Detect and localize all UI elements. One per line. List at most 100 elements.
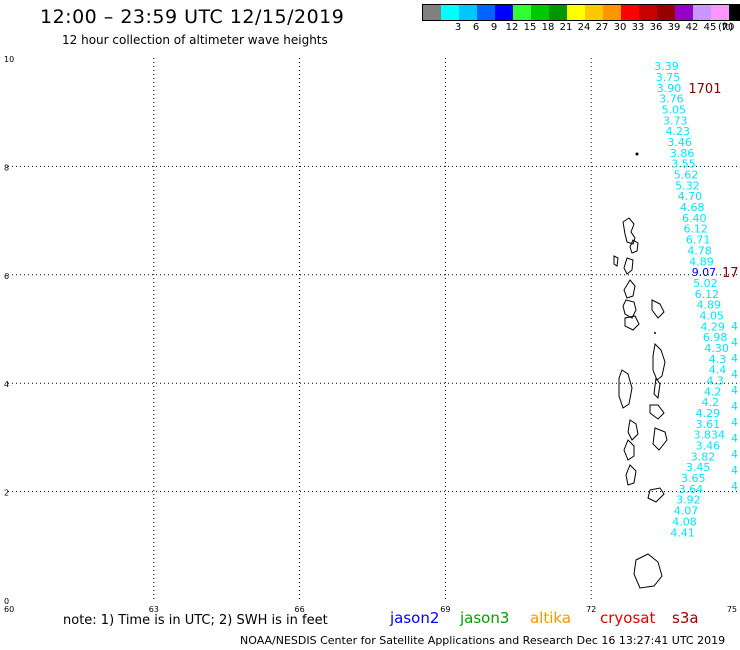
- coastline: [649, 404, 665, 420]
- coastline: [623, 439, 635, 461]
- coastline: [622, 217, 636, 245]
- wave-height-label: 4: [731, 464, 738, 477]
- wave-height-label: 4.89: [689, 255, 714, 268]
- wave-height-label: 4.89: [697, 299, 722, 312]
- legend-swatch: [495, 5, 513, 20]
- coastline: [613, 255, 619, 267]
- wave-height-label: 5.62: [674, 169, 699, 182]
- wave-height-label: 6.12: [695, 288, 720, 301]
- coastline: [652, 427, 668, 451]
- legend-label: 70: [721, 22, 735, 33]
- coastline: [625, 464, 637, 486]
- legend-swatch: [729, 5, 740, 20]
- wave-height-label: 3.64: [679, 483, 704, 496]
- legend-swatch: [693, 5, 711, 20]
- wave-height-label: 4: [731, 448, 738, 461]
- wave-height-label: 5.32: [675, 179, 700, 192]
- legend-swatch: [567, 5, 585, 20]
- wave-height-label: 5.05: [662, 103, 687, 116]
- legend-label: 12: [505, 22, 519, 33]
- y-tick-label: 10: [4, 55, 14, 64]
- legend-label: 24: [577, 22, 591, 33]
- y-tick-label: 2: [4, 489, 9, 498]
- legend-label: 39: [667, 22, 681, 33]
- x-tick-label: 66: [295, 605, 305, 614]
- wave-height-label: 3.61: [696, 418, 721, 431]
- wave-height-label: 6.40: [682, 212, 707, 225]
- legend-swatch: [459, 5, 477, 20]
- legend-label: 42: [685, 22, 699, 33]
- wave-height-label: 3.46: [696, 440, 721, 453]
- footnote: note: 1) Time is in UTC; 2) SWH is in fe…: [63, 613, 328, 628]
- wave-height-label: 4: [731, 416, 738, 429]
- x-tick-label: 60: [4, 605, 14, 614]
- wave-height-label: 3.82: [691, 450, 716, 463]
- satellite-jason2: jason2: [390, 609, 440, 627]
- x-tick-label: 69: [440, 605, 450, 614]
- wave-height-label: 4.78: [687, 244, 712, 257]
- legend-label: 18: [541, 22, 555, 33]
- wave-height-label: 4.4: [709, 364, 727, 377]
- legend-swatch: [531, 5, 549, 20]
- legend-swatch: [657, 5, 675, 20]
- wave-height-label: 4: [731, 368, 738, 381]
- wave-height-label: 4.2: [704, 385, 722, 398]
- coastline: [623, 279, 636, 299]
- legend-unit: (ft): [718, 22, 734, 33]
- color-legend: [422, 4, 740, 21]
- legend-swatch: [423, 5, 441, 20]
- wave-height-label: 4.68: [680, 201, 705, 214]
- coastline: [635, 152, 639, 156]
- coastline: [633, 553, 663, 589]
- satellite-altika: altika: [530, 609, 572, 627]
- legend-swatch: [711, 5, 729, 20]
- chart-title: 12:00 – 23:59 UTC 12/15/2019: [40, 6, 345, 28]
- coastline: [624, 315, 640, 331]
- wave-height-label: 4.08: [672, 515, 697, 528]
- legend-swatch: [477, 5, 495, 20]
- wave-height-label: 4: [731, 352, 738, 365]
- wave-height-label: 9.07: [692, 266, 717, 279]
- legend-swatch: [441, 5, 459, 20]
- y-tick-label: 0: [4, 597, 9, 606]
- wave-height-label: 6.12: [683, 223, 708, 236]
- wave-height-label: 4: [731, 320, 738, 333]
- wave-height-label: 4: [731, 336, 738, 349]
- wave-height-label: 3.45: [686, 461, 711, 474]
- wave-height-label: 4: [731, 384, 738, 397]
- legend-label: 33: [631, 22, 645, 33]
- x-tick-label: 72: [586, 605, 596, 614]
- wave-height-label: 3.55: [671, 158, 696, 171]
- coastline: [627, 419, 639, 441]
- coastline: [651, 299, 665, 319]
- wave-height-label: 4.23: [665, 125, 690, 138]
- legend-label: 21: [559, 22, 573, 33]
- legend-label: 45: [703, 22, 717, 33]
- wave-height-label: 3.46: [667, 136, 692, 149]
- wave-height-label: 4: [731, 432, 738, 445]
- wave-height-label: 3.39: [654, 60, 679, 73]
- coastline: [622, 299, 637, 319]
- wave-height-label: 3.90: [657, 82, 682, 95]
- wave-height-label: 6.71: [686, 234, 711, 247]
- legend-swatch: [549, 5, 567, 20]
- credit-line: NOAA/NESDIS Center for Satellite Applica…: [240, 634, 726, 647]
- wave-height-label: 3.92: [676, 494, 701, 507]
- wave-height-label: 4.30: [704, 342, 729, 355]
- wave-height-label: 6.98: [703, 331, 728, 344]
- legend-label: 27: [595, 22, 609, 33]
- coastline: [629, 239, 639, 254]
- coastline: [623, 257, 634, 275]
- wave-height-label: 4.2: [702, 396, 720, 409]
- wave-height-label: 3.75: [656, 71, 681, 84]
- legend-swatch: [639, 5, 657, 20]
- wave-height-label: 4.29: [696, 407, 721, 420]
- wave-height-label: 3.76: [659, 93, 684, 106]
- legend-label: 15: [523, 22, 537, 33]
- y-tick-label: 4: [4, 380, 9, 389]
- legend-swatch: [603, 5, 621, 20]
- wave-height-label: 4.05: [699, 309, 724, 322]
- legend-swatch: [621, 5, 639, 20]
- wave-height-label: 3.834: [694, 429, 726, 442]
